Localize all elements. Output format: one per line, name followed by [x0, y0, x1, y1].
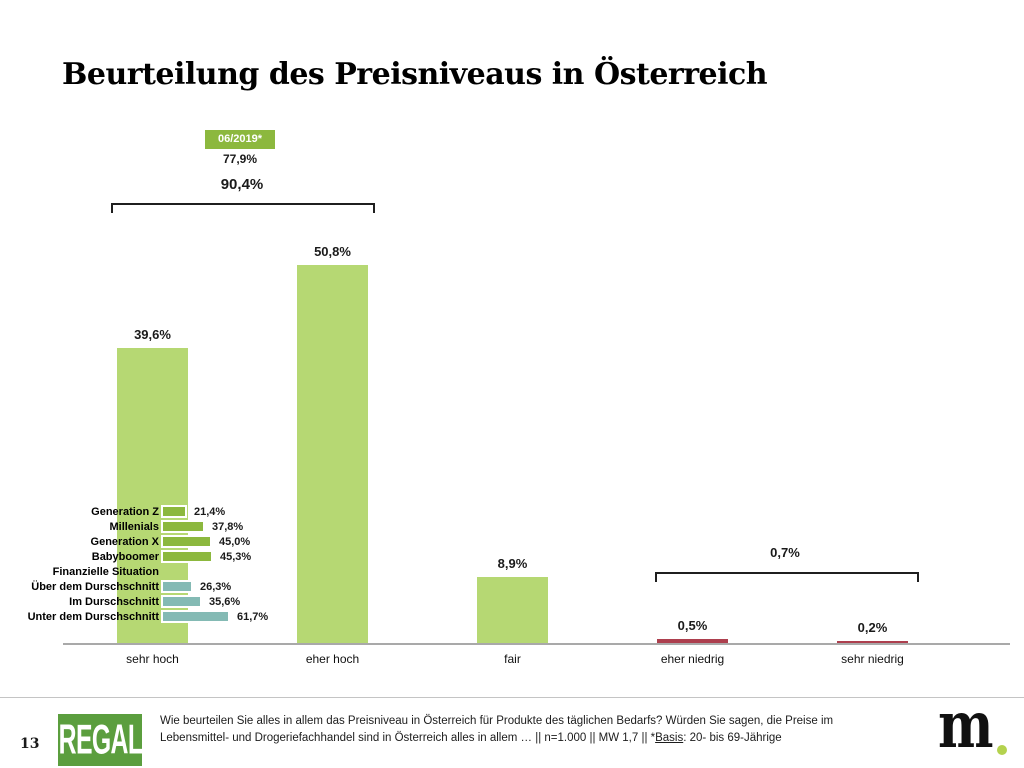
bar-eher-hoch: [297, 265, 368, 643]
x-axis-label: sehr niedrig: [841, 652, 904, 666]
bar-value-label: 39,6%: [134, 327, 171, 342]
breakdown-row: Über dem Durschschnitt 26,3%: [0, 579, 231, 594]
breakdown-row: Millenials 37,8%: [0, 519, 243, 534]
breakdown-bar: [161, 535, 212, 548]
breakdown-bar: [161, 550, 213, 563]
breakdown-label: Über dem Durschschnitt: [31, 580, 159, 593]
breakdown-label: Finanzielle Situation: [52, 565, 159, 578]
bracket-low: [655, 572, 919, 582]
footer-source-text: Wie beurteilen Sie alles in allem das Pr…: [160, 713, 880, 747]
footer-line-2: Lebensmittel- und Drogeriefachhandel sin…: [160, 732, 782, 744]
breakdown-bar: [161, 595, 202, 608]
page-number: 13: [20, 736, 40, 752]
breakdown-row: Babyboomer 45,3%: [0, 549, 251, 564]
bracket-low-label: 0,7%: [770, 545, 800, 560]
page-title: Beurteilung des Preisniveaus in Österrei…: [62, 57, 768, 92]
bar-value-label: 50,8%: [314, 244, 351, 259]
x-axis-label: sehr hoch: [126, 652, 179, 666]
marketagent-logo-letter: m: [938, 688, 994, 763]
breakdown-value: 61,7%: [237, 610, 269, 623]
breakdown-label: Babyboomer: [91, 550, 159, 563]
footer-line-1: Wie beurteilen Sie alles in allem das Pr…: [160, 715, 834, 727]
breakdown-label: Generation Z: [91, 505, 159, 518]
bar-eher-niedrig: [657, 639, 728, 643]
wave-badge: 06/2019*: [205, 130, 275, 149]
breakdown-label: Im Durschschnitt: [69, 595, 159, 608]
breakdown-value: 21,4%: [194, 505, 226, 518]
breakdown-bar: [161, 580, 193, 593]
breakdown-label: Millenials: [109, 520, 159, 533]
marketagent-logo-dot-icon: [997, 745, 1007, 755]
bar-fair: [477, 577, 548, 643]
x-axis-label: eher hoch: [305, 652, 360, 666]
breakdown-value: 45,3%: [220, 550, 252, 563]
bar-sehr-hoch: [117, 348, 188, 643]
breakdown-label: Unter dem Durschschnitt: [27, 610, 159, 623]
breakdown-value: 37,8%: [212, 520, 244, 533]
breakdown-value: 45,0%: [219, 535, 251, 548]
breakdown-value: 26,3%: [200, 580, 232, 593]
breakdown-row: Generation X 45,0%: [0, 534, 250, 549]
x-axis-label: eher niedrig: [660, 652, 725, 666]
regal-logo-text: REGAL: [58, 716, 142, 764]
regal-logo: REGAL: [58, 714, 142, 766]
breakdown-value: 35,6%: [209, 595, 241, 608]
wave-badge-value: 77,9%: [222, 152, 258, 166]
bracket-high-label: 90,4%: [220, 176, 264, 193]
x-axis-line: [63, 643, 1010, 645]
breakdown-row: Im Durschschnitt 35,6%: [0, 594, 240, 609]
breakdown-row: Generation Z 21,4%: [0, 504, 225, 519]
bar-sehr-niedrig: [837, 641, 908, 643]
breakdown-header-row: Finanzielle Situation: [0, 564, 159, 579]
x-axis-label: fair: [504, 652, 521, 666]
breakdown-bar: [161, 610, 230, 623]
breakdown-label: Generation X: [90, 535, 159, 548]
marketagent-logo: m: [938, 694, 1018, 764]
bracket-high: [111, 203, 375, 213]
breakdown-bar: [161, 505, 187, 518]
bar-value-label: 8,9%: [497, 556, 528, 571]
bar-value-label: 0,5%: [677, 618, 708, 633]
breakdown-row: Unter dem Durschschnitt 61,7%: [0, 609, 268, 624]
bar-value-label: 0,2%: [857, 620, 888, 635]
breakdown-bar: [161, 520, 205, 533]
footer-divider: [0, 697, 1024, 698]
